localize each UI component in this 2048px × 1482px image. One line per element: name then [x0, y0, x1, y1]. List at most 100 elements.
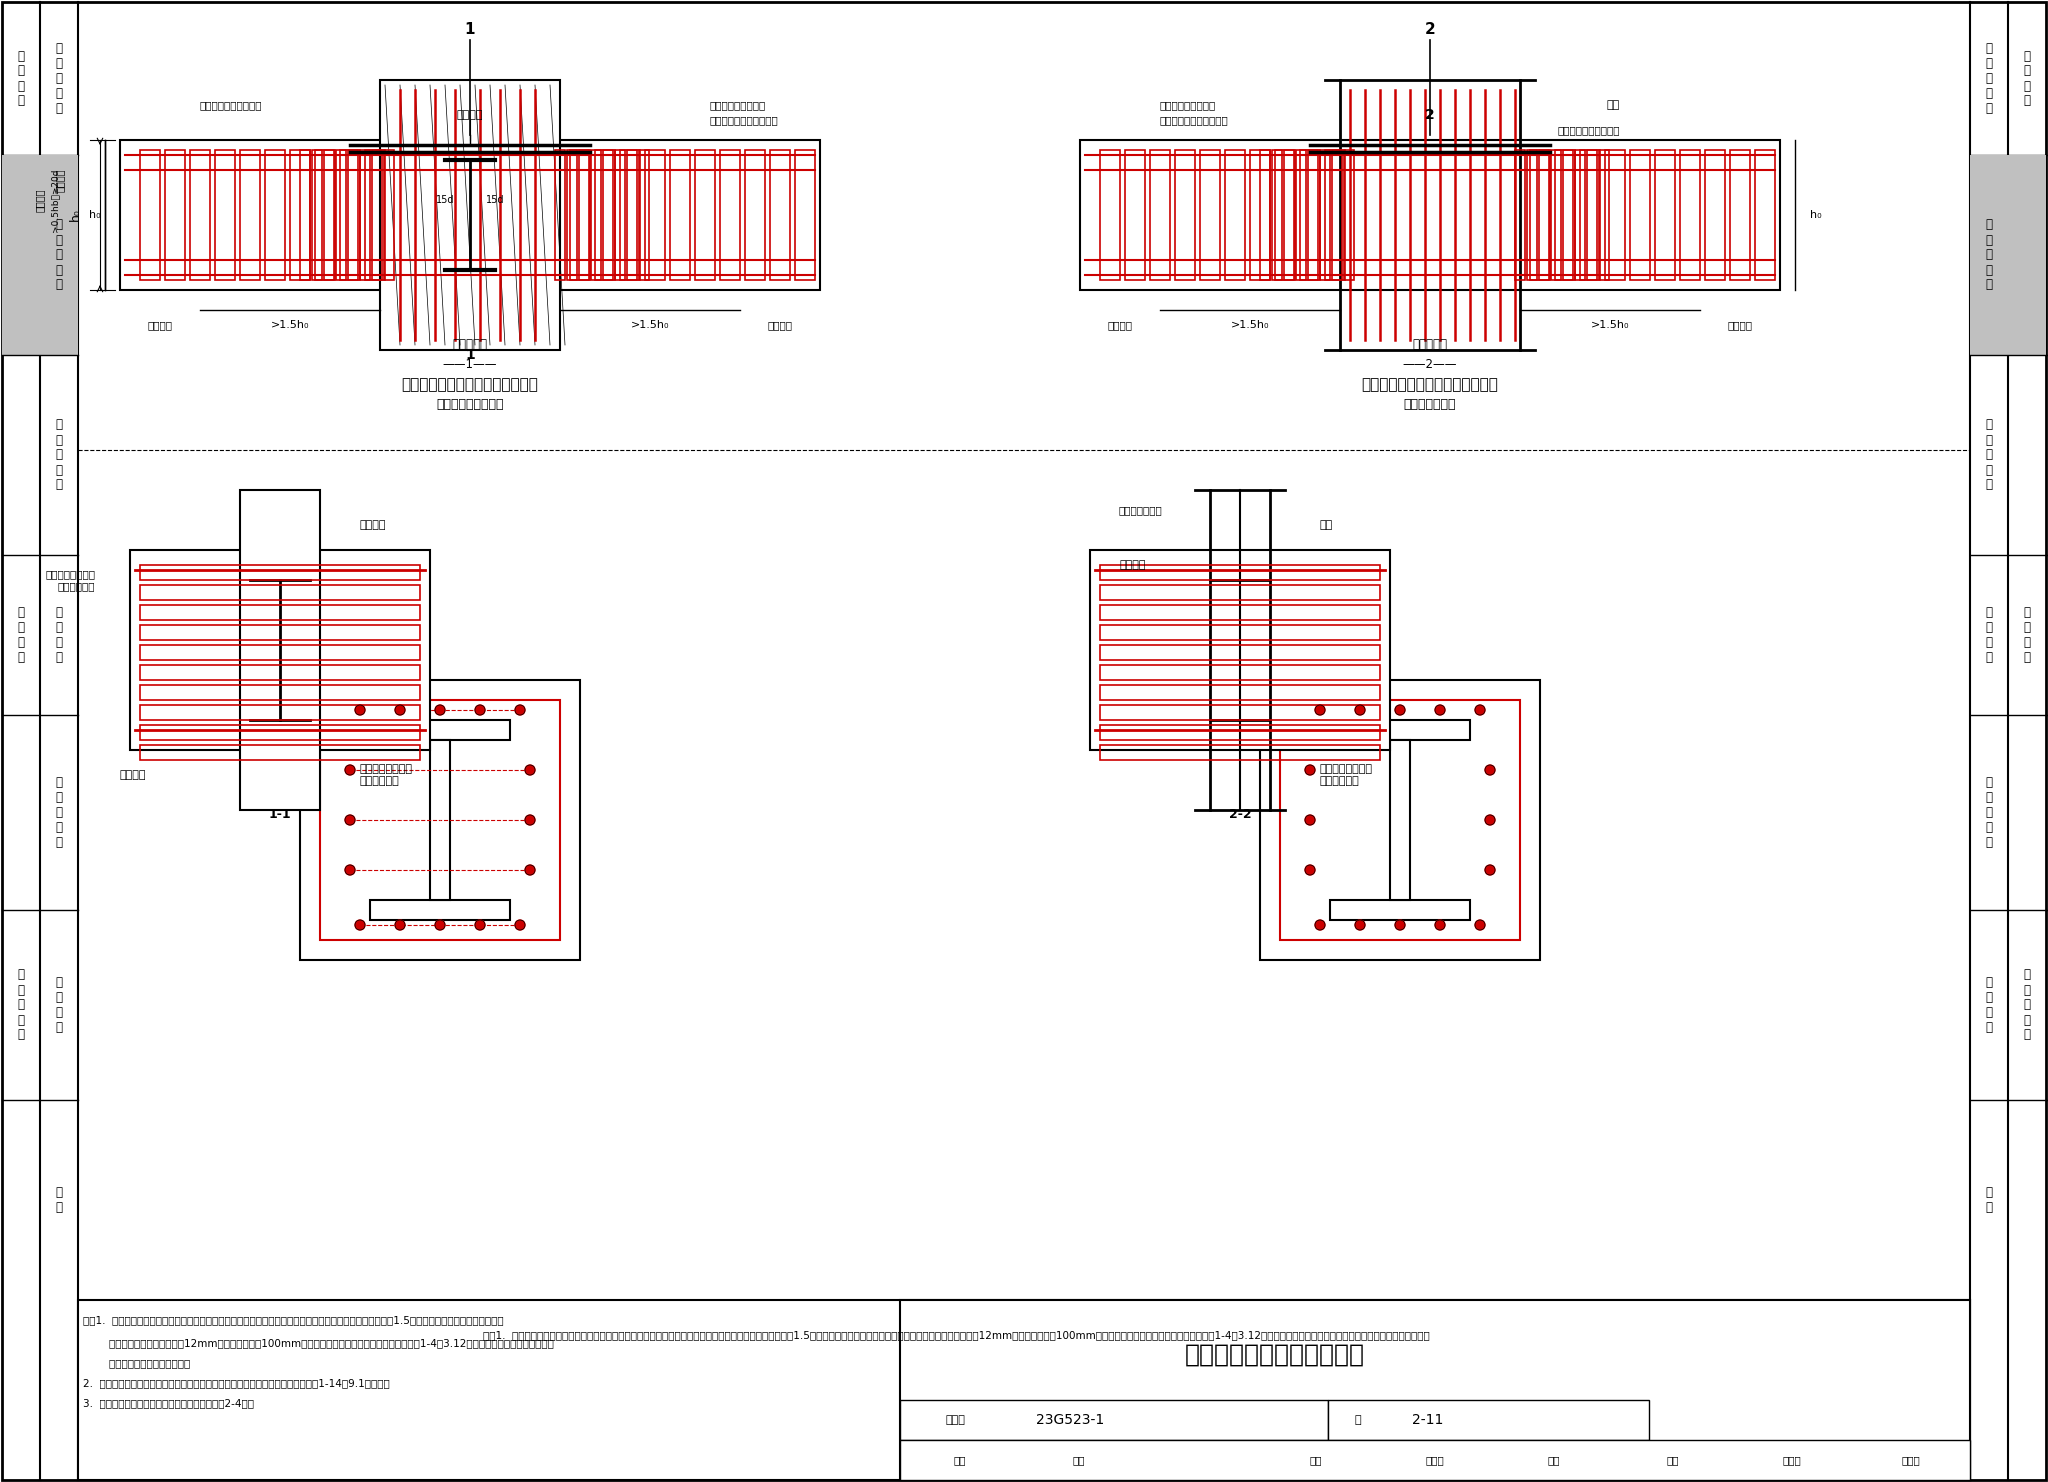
Text: >1.5h₀: >1.5h₀: [631, 320, 670, 330]
Text: 注：1.  型钢混凝土托柱转换梁与托柱截面中线宜重合，在托柱位置宜设置正交方向楼面梁或框架梁。在离柱边1.5倍梁截面高度范围内应设置箍筋加: 注：1. 型钢混凝土托柱转换梁与托柱截面中线宜重合，在托柱位置宜设置正交方向楼面…: [84, 1315, 504, 1325]
Text: 梁内型钢: 梁内型钢: [1729, 320, 1753, 330]
Bar: [1516, 150, 1526, 280]
Bar: [1249, 150, 1270, 280]
Circle shape: [475, 705, 485, 714]
Bar: [190, 150, 211, 280]
Text: 抗剪栓钉沿梁全长设置: 抗剪栓钉沿梁全长设置: [201, 99, 262, 110]
Text: 1: 1: [465, 22, 475, 37]
Bar: [1100, 685, 1380, 700]
Bar: [139, 645, 420, 659]
Bar: [1151, 150, 1169, 280]
Bar: [1327, 1400, 1649, 1441]
Bar: [1679, 150, 1700, 280]
Bar: [1391, 740, 1409, 900]
Bar: [627, 150, 637, 280]
Bar: [324, 150, 334, 280]
Text: 型钢混凝土托柱转换梁构造（二）: 型钢混凝土托柱转换梁构造（二）: [1362, 378, 1499, 393]
Circle shape: [1305, 765, 1315, 775]
Bar: [1528, 150, 1536, 280]
Bar: [1538, 150, 1548, 280]
Bar: [1563, 150, 1573, 280]
Bar: [745, 150, 766, 280]
Bar: [580, 150, 590, 280]
Bar: [78, 1300, 1970, 1481]
Bar: [1599, 150, 1610, 280]
Circle shape: [354, 705, 365, 714]
Text: （梁上托混凝土柱）: （梁上托混凝土柱）: [436, 399, 504, 412]
Bar: [371, 900, 510, 920]
Text: 2: 2: [1425, 22, 1436, 37]
Bar: [315, 150, 336, 280]
Bar: [1100, 565, 1380, 579]
Bar: [1225, 150, 1245, 280]
Circle shape: [1305, 865, 1315, 874]
Bar: [365, 150, 385, 280]
Bar: [1272, 150, 1282, 280]
Text: 一
般
规
定: 一 般 规 定: [18, 49, 25, 108]
Text: 校对: 校对: [1311, 1455, 1323, 1466]
Circle shape: [1475, 705, 1485, 714]
Bar: [1124, 150, 1145, 280]
Bar: [360, 150, 371, 280]
Bar: [240, 150, 260, 280]
Circle shape: [514, 705, 524, 714]
Text: 墙
构
造
详
图: 墙 构 造 详 图: [1985, 777, 1993, 849]
Text: 15d: 15d: [436, 196, 455, 205]
Circle shape: [524, 865, 535, 874]
Text: 混凝土梁: 混凝土梁: [1120, 560, 1147, 571]
Text: 梁内型钢: 梁内型钢: [147, 320, 172, 330]
Text: 附
录: 附 录: [1985, 1186, 1993, 1214]
Text: 构
造
详
图: 构 造 详 图: [55, 606, 63, 664]
Bar: [1309, 150, 1319, 280]
Circle shape: [344, 865, 354, 874]
Text: 型钢混凝土托柱转换梁构造: 型钢混凝土托柱转换梁构造: [1184, 1343, 1364, 1366]
Bar: [899, 1441, 1970, 1481]
Bar: [1530, 150, 1550, 280]
Text: 混凝土柱: 混凝土柱: [457, 110, 483, 120]
Bar: [371, 720, 510, 740]
Text: 柱
脚
、
墙
脚: 柱 脚 、 墙 脚: [18, 969, 25, 1042]
Bar: [1630, 150, 1651, 280]
Text: 梁
柱
节
点: 梁 柱 节 点: [18, 606, 25, 664]
Text: 箍筋加密区: 箍筋加密区: [453, 338, 487, 351]
Bar: [2, 156, 78, 356]
Text: 拉筋直径不宜小于
箍筋两个规格: 拉筋直径不宜小于 箍筋两个规格: [1321, 765, 1372, 785]
Text: 设计: 设计: [1667, 1455, 1679, 1466]
Bar: [139, 665, 420, 680]
Text: 梁
构
造
详
图: 梁 构 造 详 图: [1985, 218, 1993, 292]
Bar: [373, 150, 383, 280]
Text: h₀: h₀: [90, 210, 100, 219]
Circle shape: [1485, 865, 1495, 874]
Bar: [1100, 705, 1380, 720]
Bar: [1655, 150, 1675, 280]
Bar: [311, 150, 322, 280]
Circle shape: [1395, 920, 1405, 931]
Bar: [1755, 150, 1776, 280]
Text: 审核: 审核: [952, 1455, 967, 1466]
Text: 聂月敏: 聂月敏: [1901, 1455, 1919, 1466]
Bar: [381, 80, 559, 350]
Bar: [139, 585, 420, 600]
Bar: [1280, 700, 1520, 940]
Text: 构
造
详
图: 构 造 详 图: [1985, 977, 1993, 1034]
Text: 柱
构
造
详
图: 柱 构 造 详 图: [1985, 418, 1993, 492]
Text: >1.5h₀: >1.5h₀: [1591, 320, 1630, 330]
Bar: [1970, 156, 2046, 356]
Bar: [567, 150, 578, 280]
Text: 密区，其箍筋直径不应小于12mm，间距不应大于100mm，加密区箍筋的面积配筋率应符合本图集第1-4页3.12的规定。在托柱位置的型钢腹板: 密区，其箍筋直径不应小于12mm，间距不应大于100mm，加密区箍筋的面积配筋率…: [84, 1338, 553, 1349]
Text: 2: 2: [1425, 108, 1436, 122]
Bar: [1329, 900, 1470, 920]
Bar: [1276, 150, 1294, 280]
Circle shape: [1315, 705, 1325, 714]
Bar: [139, 565, 420, 579]
Bar: [264, 150, 285, 280]
Text: 柱
脚
、
墙
脚: 柱 脚 、 墙 脚: [2023, 969, 2030, 1042]
Bar: [770, 150, 791, 280]
Circle shape: [434, 920, 444, 931]
Text: 机长: 机长: [1548, 1455, 1561, 1466]
Bar: [1100, 625, 1380, 640]
Bar: [670, 150, 690, 280]
Bar: [694, 150, 715, 280]
Text: 附
录: 附 录: [55, 1186, 63, 1214]
Bar: [1284, 150, 1294, 280]
